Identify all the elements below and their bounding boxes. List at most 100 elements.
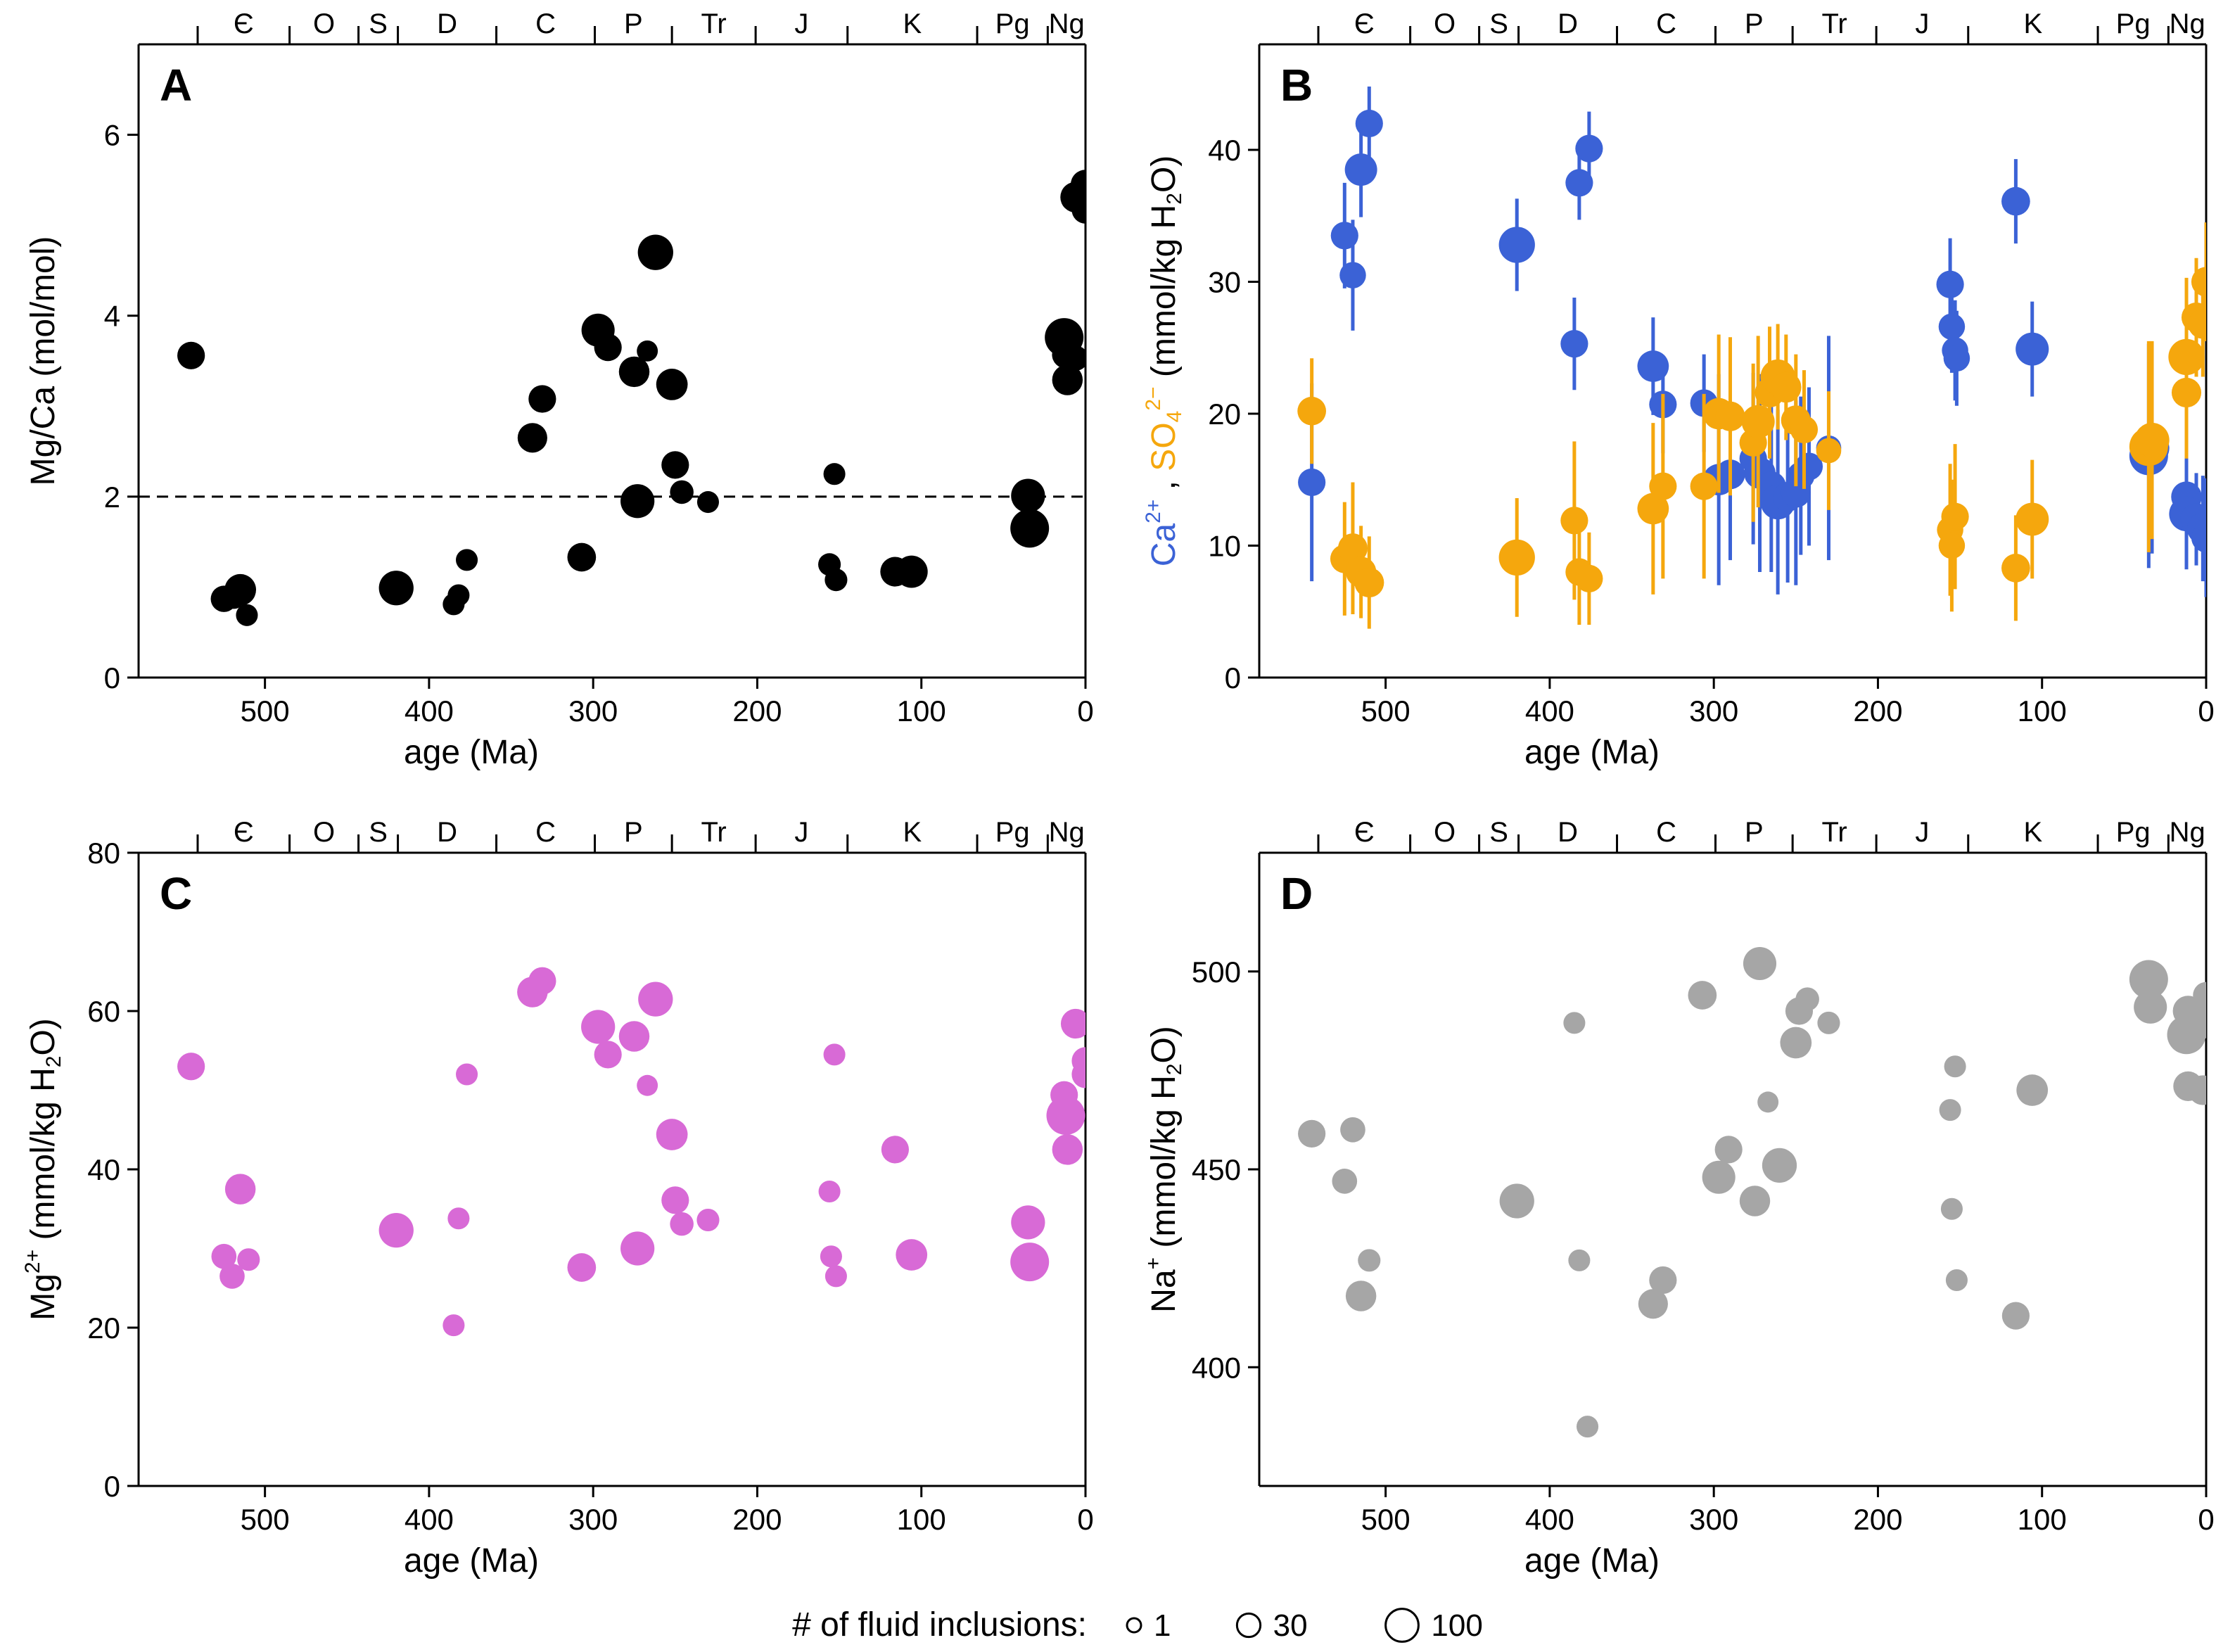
period-label: Ng [1049,817,1085,848]
y-tick-label: 4 [104,300,120,333]
data-point [2129,960,2168,999]
y-axis-label-part: (mmol/kg H [25,1067,62,1250]
data-point [1071,1060,1085,1088]
data-point [1743,946,1777,981]
data-point [1011,1205,1045,1240]
data-point [1298,1119,1326,1148]
period-label: Tr [1821,817,1847,848]
data-point [1638,1289,1668,1319]
data-point [1938,532,1966,559]
data-point [637,1074,658,1096]
data-layer [177,967,1085,1337]
panel-A: Є O S D C P Tr J K Pg Ng 500 400 300 200 100 0 age (Ma) 0 2… [25,8,1094,771]
x-tick-label: 0 [1077,694,1093,727]
x-tick-label: 500 [241,1503,290,1536]
data-point [1940,1197,1963,1220]
y-tick-label: 10 [1208,530,1241,563]
data-point [1575,134,1603,163]
y-axis-label-part: Ca [1145,523,1183,567]
y-axis-label-part: 2+ [21,1250,44,1273]
y-axis-label-part: (mmol/kg H [1145,1075,1183,1257]
data-point [1649,472,1677,500]
x-tick-label: 500 [1361,694,1411,727]
data-point [442,1314,465,1337]
data-point [1741,405,1775,438]
x-tick-label: 300 [1689,694,1738,727]
data-point [236,604,258,626]
data-layer [1297,87,2206,629]
data-point [1344,153,1377,186]
y-axis-label-part: 2+ [1142,500,1165,523]
data-point [1938,313,1966,340]
data-point [2001,554,2030,583]
y-axis-label: Mg2+ (mmol/kg H2O) [21,1018,65,1321]
data-point [224,1174,256,1205]
period-label: J [794,817,808,848]
data-point [219,1264,245,1289]
data-point [1637,350,1669,382]
legend-marker [1384,1608,1420,1643]
period-label: P [624,8,643,39]
y-tick-label: 0 [1225,661,1241,694]
period-label: K [903,817,922,848]
period-label: O [313,817,335,848]
data-point [618,1021,650,1052]
data-point [696,1208,720,1232]
panel-B: Є O S D C P Tr J K Pg Ng 500 400 300 200 100 0 age (Ma) 0 1… [1142,8,2215,771]
data-point [1649,1266,1677,1295]
x-tick-label: 100 [897,1503,946,1536]
panel-label: D [1280,868,1313,919]
data-point [618,356,650,388]
data-point [1052,1134,1083,1165]
x-tick-label: 0 [1077,1503,1093,1536]
y-axis-label-part: 4 [1163,411,1186,423]
period-bar: Є O S D C P Tr J K Pg Ng [1259,8,2206,46]
y-axis-label-part: Na [1145,1269,1183,1313]
x-tick-label: 200 [732,1503,782,1536]
data-point [1816,438,1842,464]
x-tick-label: 0 [2198,1503,2214,1536]
y-axis-label-part: 2 [1163,193,1186,205]
data-point [2188,1075,2206,1105]
y-axis-label-part: , [1145,471,1183,500]
data-point [2191,523,2206,553]
data-point [1563,1012,1586,1034]
period-label: S [1489,8,1508,39]
period-label: Ng [1049,8,1085,39]
y-tick-label: 450 [1192,1153,1241,1186]
data-point [661,451,689,479]
x-tick-label: 300 [568,1503,618,1536]
data-point [378,1212,414,1248]
period-label: Pg [995,8,1030,39]
data-point [1071,196,1085,224]
period-bar: Є O S D C P Tr J K Pg Ng [139,8,1085,46]
x-tick-label: 400 [405,1503,454,1536]
period-label: C [1656,8,1676,39]
data-point [447,1207,470,1230]
y-tick-label: 0 [104,661,120,694]
period-label: S [369,8,388,39]
period-label: D [437,817,457,848]
period-label: Ng [2170,817,2205,848]
data-point [1354,567,1384,598]
period-label: J [1915,817,1929,848]
panel-C: Є O S D C P Tr J K Pg Ng 500 400 300 200 100 0 age (Ma) 0 2… [21,817,1094,1580]
period-label: S [369,817,388,848]
data-point [670,480,694,504]
y-tick-label: 2 [104,481,120,514]
y-tick-label: 40 [87,1153,120,1186]
data-point [1011,478,1045,513]
data-point [224,573,257,606]
x-tick-label: 500 [1361,1503,1411,1536]
data-point [1936,270,1964,298]
period-label: D [1558,817,1578,848]
panel-D: Є O S D C P Tr J K Pg Ng 500 400 300 200 100 0 age (Ma) 40… [1142,817,2215,1580]
x-tick-label: 400 [1525,1503,1574,1536]
data-point [1941,502,1969,530]
data-point [1298,468,1326,497]
data-point [1498,227,1535,263]
data-point [896,1239,928,1271]
period-label: O [1434,817,1456,848]
data-point [1943,345,1970,371]
panel-label: A [160,60,192,110]
